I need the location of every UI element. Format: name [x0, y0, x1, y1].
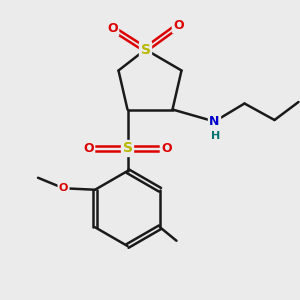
Text: O: O: [59, 183, 68, 193]
Text: O: O: [107, 22, 118, 35]
Text: H: H: [212, 131, 220, 141]
Text: S: S: [140, 43, 151, 56]
Text: S: S: [122, 142, 133, 155]
Text: O: O: [173, 19, 184, 32]
Text: O: O: [83, 142, 94, 155]
Text: O: O: [161, 142, 172, 155]
Text: N: N: [209, 115, 220, 128]
